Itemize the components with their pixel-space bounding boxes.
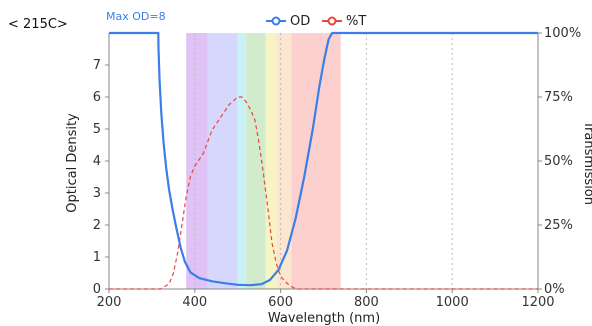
- y2-tick-label-50: 50%: [544, 154, 573, 169]
- y2-tick-label-0: 0%: [544, 282, 565, 297]
- max-od-annotation: Max OD=8: [106, 10, 166, 23]
- x-tick-label-400: 400: [182, 295, 207, 310]
- y2-axis-title: Transmission: [581, 120, 592, 205]
- y-tick-label-1: 1: [93, 250, 101, 265]
- y2-tick-label-75: 75%: [544, 90, 573, 105]
- y-tick-label-4: 4: [93, 154, 101, 169]
- corner-label: < 215C>: [8, 17, 68, 32]
- axes: [105, 32, 542, 293]
- y-tick-label-3: 3: [93, 186, 101, 201]
- x-axis-title: Wavelength (nm): [268, 311, 380, 326]
- x-tick-label-1200: 1200: [521, 295, 554, 310]
- x-tick-label-200: 200: [97, 295, 122, 310]
- x-tick-label-1000: 1000: [436, 295, 469, 310]
- y-tick-label-7: 7: [93, 58, 101, 73]
- series-lines: [109, 31, 538, 290]
- y-tick-label-6: 6: [93, 90, 101, 105]
- color-band-1: [207, 33, 238, 289]
- legend-label-od: OD: [290, 14, 310, 29]
- legend: OD %T: [266, 14, 366, 29]
- legend-label-transmission: %T: [346, 14, 366, 29]
- x-tick-label-800: 800: [354, 295, 379, 310]
- legend-od-marker: [271, 16, 281, 26]
- color-band-3: [246, 33, 266, 289]
- color-band-0: [186, 33, 208, 289]
- y-axis-title: Optical Density: [65, 113, 80, 213]
- color-bands: [186, 33, 341, 289]
- labels: 200 400 600 800 1000 1200 0 1 2 3 4 5 6 7 0% 25% 50% 75% 1…: [93, 26, 581, 310]
- y-tick-label-2: 2: [93, 218, 101, 233]
- color-band-5: [276, 33, 292, 289]
- legend-item-transmission[interactable]: %T: [322, 14, 366, 29]
- color-band-4: [265, 33, 277, 289]
- y2-tick-label-100: 100%: [544, 26, 581, 41]
- color-band-2: [237, 33, 247, 289]
- y-tick-label-0: 0: [93, 282, 101, 297]
- y2-tick-label-25: 25%: [544, 218, 573, 233]
- x-tick-label-600: 600: [268, 295, 293, 310]
- legend-t-marker: [327, 16, 337, 26]
- legend-item-od[interactable]: OD: [266, 14, 310, 29]
- series-line-od: [109, 31, 538, 287]
- series-line-transmission: [109, 96, 538, 290]
- color-band-6: [291, 33, 341, 289]
- y-tick-label-5: 5: [93, 122, 101, 137]
